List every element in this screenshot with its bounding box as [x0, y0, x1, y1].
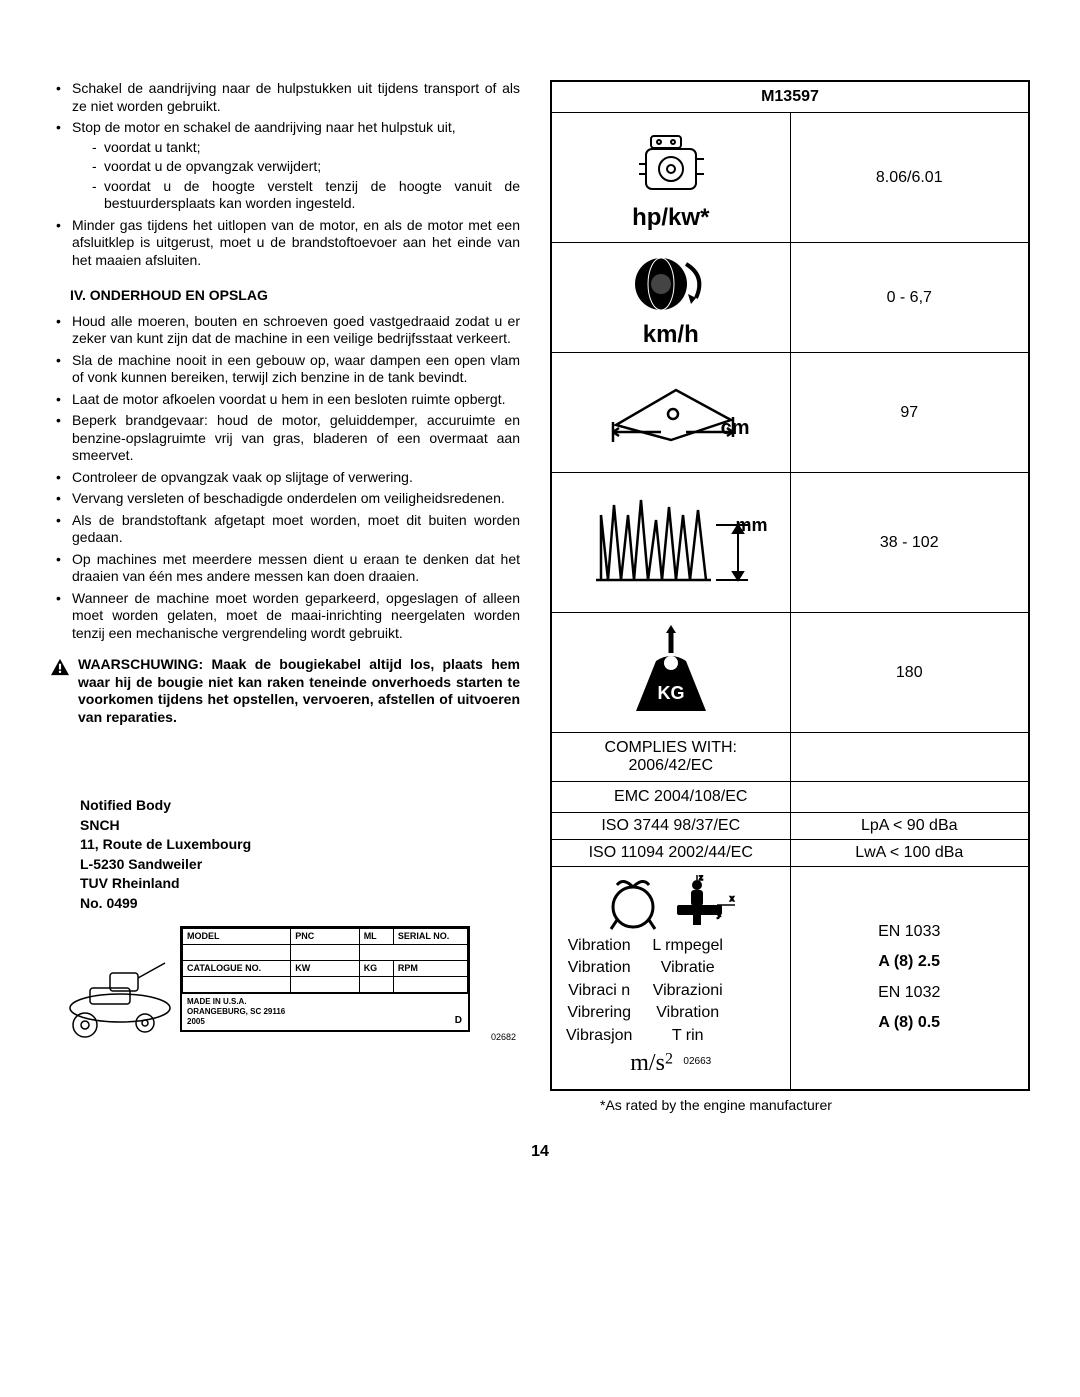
mm-value: 38 - 102 [790, 473, 1029, 613]
label-kw: KW [291, 960, 359, 976]
weight-icon-cell: KG [551, 613, 790, 733]
kg-value: 180 [790, 613, 1029, 733]
label-rpm: RPM [393, 960, 467, 976]
bullet: Wanneer de machine moet worden geparkeer… [72, 590, 520, 643]
bullet: Vervang versleten of beschadigde onderde… [72, 490, 520, 508]
hpkw-value: 8.06/6.01 [790, 113, 1029, 243]
label-ml: ML [359, 928, 393, 944]
kmh-value: 0 - 6,7 [790, 243, 1029, 353]
speed-icon-cell: km/h [551, 243, 790, 353]
bullet: Beperk brandgevaar: houd de motor, gelui… [72, 412, 520, 465]
engine-icon-cell: hp/kw* [551, 113, 790, 243]
label-kg: KG [359, 960, 393, 976]
cm-value: 97 [790, 353, 1029, 473]
svg-text:KG: KG [657, 683, 684, 703]
spec-column: M13597 hp/kw* [550, 80, 1030, 1113]
warning-icon [50, 658, 70, 676]
footnote: *As rated by the engine manufacturer [550, 1091, 1030, 1113]
lwa: LwA < 100 dBa [790, 840, 1029, 867]
bullet: Schakel de aandrijving naar de hulpstukk… [72, 80, 520, 115]
page-number: 14 [50, 1143, 1030, 1161]
vibration-cell: z x y Vibration Vibration Vibraci n [551, 867, 790, 1090]
iso11094: ISO 11094 2002/44/EC [551, 840, 790, 867]
svg-text:z: z [699, 875, 703, 882]
label-pnc: PNC [291, 928, 359, 944]
label-model: MODEL [183, 928, 291, 944]
cutheight-icon-cell: mm [551, 473, 790, 613]
mower-illustration [50, 953, 180, 1043]
label-code: 02682 [180, 1032, 520, 1043]
bullet: Minder gas tijdens het uitlopen van de m… [72, 217, 520, 270]
bullet: Op machines met meerdere messen dient u … [72, 551, 520, 586]
label-serial: SERIAL NO. [393, 928, 467, 944]
warning-text: WAARSCHUWING: Maak de bougiekabel altijd… [78, 656, 520, 726]
lpa: LpA < 90 dBa [790, 813, 1029, 840]
section-heading: IV. ONDERHOUD EN OPSLAG [70, 287, 520, 305]
bullet: Als de brandstoftank afgetapt moet worde… [72, 512, 520, 547]
bullet: Laat de motor afkoelen voordat u hem in … [72, 391, 520, 409]
complies-with: COMPLIES WITH: 2006/42/EC [551, 733, 790, 782]
iso3744: ISO 3744 98/37/EC [551, 813, 790, 840]
emc: EMC 2004/108/EC [551, 782, 790, 813]
notified-body: Notified Body SNCH 11, Route de Luxembou… [80, 796, 520, 914]
warning-block: WAARSCHUWING: Maak de bougiekabel altijd… [50, 656, 520, 726]
bullet: Houd alle moeren, bouten en schroeven go… [72, 313, 520, 348]
bullet: Stop de motor en schakel de aandrijving … [72, 119, 520, 213]
sub-bullet: voordat u de hoogte verstelt tenzij de h… [92, 178, 520, 213]
sub-bullet: voordat u de opvangzak verwijdert; [92, 158, 520, 176]
left-column: Schakel de aandrijving naar de hulpstukk… [50, 80, 520, 1113]
vibration-standards: EN 1033 A (8) 2.5 EN 1032 A (8) 0.5 [790, 867, 1029, 1090]
label-cat: CATALOGUE NO. [183, 960, 291, 976]
sub-bullet: voordat u tankt; [92, 139, 520, 157]
blade-icon-cell: cm [551, 353, 790, 473]
bullet: Sla de machine nooit in een gebouw op, w… [72, 352, 520, 387]
bullet: Controleer de opvangzak vaak op slijtage… [72, 469, 520, 487]
product-label: MODEL PNC ML SERIAL NO. CATALOGUE NO. KW… [50, 926, 520, 1044]
svg-text:x: x [730, 894, 734, 903]
spec-model: M13597 [551, 81, 1029, 113]
